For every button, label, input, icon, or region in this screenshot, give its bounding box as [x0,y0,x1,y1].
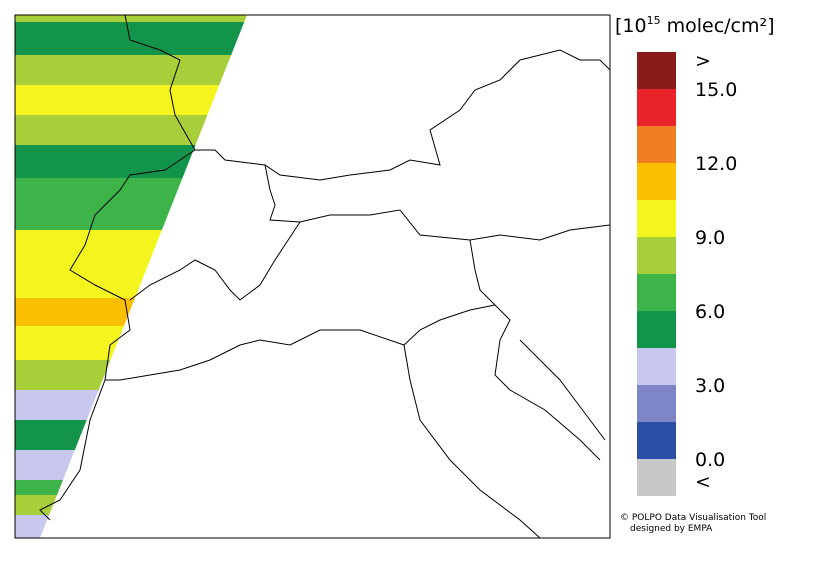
legend-label: 9.0 [695,227,725,249]
credit-line: © POLPO Data Visualisation Tool [620,513,766,523]
swath-band [15,450,247,480]
color-swatch [637,163,676,200]
legend-label: 6.0 [695,301,725,323]
color-swatch [637,385,676,422]
swath-band [15,178,247,230]
title-base: [10 [615,15,647,37]
swath-band [15,390,247,420]
satellite-swath [15,15,247,538]
color-swatch [637,459,676,496]
legend-label: 3.0 [695,375,725,397]
credit-line: designed by EMPA [630,524,713,534]
swath-band [15,360,247,390]
legend-label: 0.0 [695,449,725,471]
color-swatch [637,200,676,237]
swath-band [15,515,247,538]
legend-label: > [695,50,711,72]
swath-band [15,480,247,495]
legend-label: < [695,471,711,493]
swath-band [15,15,247,22]
borders [39,14,611,539]
color-swatch [637,274,676,311]
color-swatch [637,348,676,385]
map-frame [14,14,611,539]
swath-band [15,230,247,278]
swath-band [15,22,247,55]
swath-band [15,115,247,145]
color-swatch [637,311,676,348]
color-swatch [637,52,676,89]
swath-band [15,85,247,115]
color-swatch [637,126,676,163]
legend-label: 15.0 [695,79,737,101]
color-swatch [637,237,676,274]
swath-band [15,326,247,360]
swath-band [15,55,247,85]
swath-band [15,145,247,178]
legend-label: 12.0 [695,153,737,175]
legend-title: [1015 molec/cm²] [615,14,775,37]
color-swatch [637,89,676,126]
swath-band [15,298,247,326]
color-swatch [637,422,676,459]
swath-band [15,420,247,450]
title-unit: molec/cm²] [667,15,775,37]
color-bar [637,52,676,496]
title-exponent: 15 [647,14,661,27]
swath-band [15,278,247,298]
